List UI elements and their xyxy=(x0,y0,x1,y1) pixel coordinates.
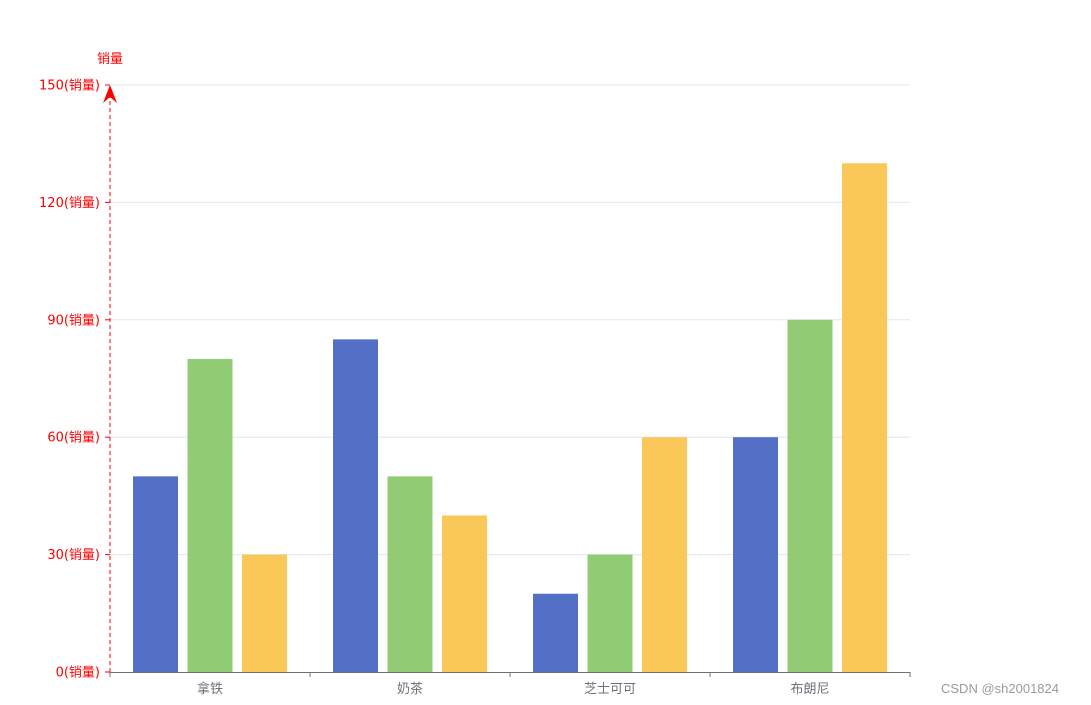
x-tick-label: 拿铁 xyxy=(197,681,223,697)
bar xyxy=(842,163,887,672)
bar xyxy=(333,339,378,672)
y-tick-label: 0(销量) xyxy=(56,666,100,681)
bar xyxy=(133,476,178,672)
y-axis: 0(销量) 30(销量) 60(销量) 90(销量) 120(销量) 150(销量) 销量 xyxy=(39,52,123,681)
y-tick-label: 150(销量) xyxy=(39,79,100,94)
bar xyxy=(387,476,433,672)
watermark: CSDN @sh2001824 xyxy=(941,681,1059,696)
x-tick-label: 芝士可可 xyxy=(584,681,636,697)
bar xyxy=(787,319,833,672)
y-tick-label: 60(销量) xyxy=(47,431,100,446)
y-tick-label: 30(销量) xyxy=(47,548,100,563)
bar xyxy=(642,437,687,672)
bar xyxy=(587,554,633,672)
bar xyxy=(442,515,487,672)
y-axis-title: 销量 xyxy=(97,52,123,67)
y-axis-arrow-icon xyxy=(103,85,117,103)
bar xyxy=(187,358,233,672)
y-tick-label: 90(销量) xyxy=(47,313,100,328)
x-tick-label: 奶茶 xyxy=(397,681,423,697)
y-tick-label: 120(销量) xyxy=(39,196,100,211)
bars xyxy=(133,163,887,672)
bar xyxy=(733,437,778,672)
bar xyxy=(242,554,287,672)
x-tick-label: 布朗尼 xyxy=(790,682,829,697)
x-axis: 拿铁 奶茶 芝士可可 布朗尼 xyxy=(109,672,911,697)
bar xyxy=(533,593,578,672)
